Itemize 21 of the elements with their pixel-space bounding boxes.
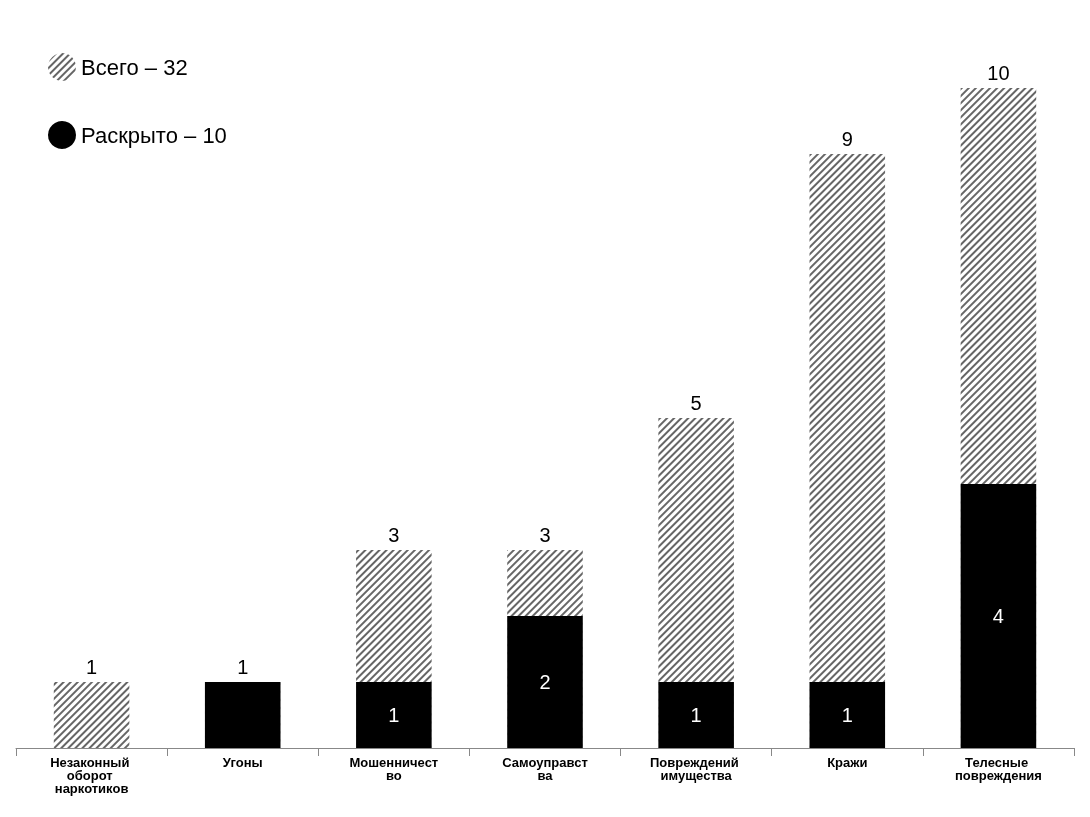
data-label: 4 <box>992 605 1004 627</box>
legend-label: Раскрыто – 10 <box>81 122 227 148</box>
legend-label: Всего – 32 <box>81 54 188 80</box>
data-label: 1 <box>690 704 702 726</box>
x-tick-label: Кражи <box>827 755 868 770</box>
total-label: 5 <box>690 392 702 414</box>
data-label: 1 <box>388 704 400 726</box>
x-tick-label: Мошенничество <box>349 755 439 783</box>
total-label: 9 <box>841 128 853 150</box>
total-label: 10 <box>987 62 1010 84</box>
x-tick-label: Самоуправства <box>502 755 588 783</box>
data-label: 2 <box>539 671 551 693</box>
x-tick-label: Угоны <box>222 755 263 770</box>
total-label: 1 <box>86 656 98 678</box>
x-tick-label: Незаконный оборот наркотиков <box>50 755 133 796</box>
total-label: 3 <box>539 524 551 546</box>
total-label: 3 <box>388 524 400 546</box>
data-label: 1 <box>841 704 853 726</box>
x-tick-label: Повреждений имущества <box>649 755 743 783</box>
total-label: 1 <box>237 656 249 678</box>
x-tick-label: Телесные повреждения <box>954 755 1042 783</box>
